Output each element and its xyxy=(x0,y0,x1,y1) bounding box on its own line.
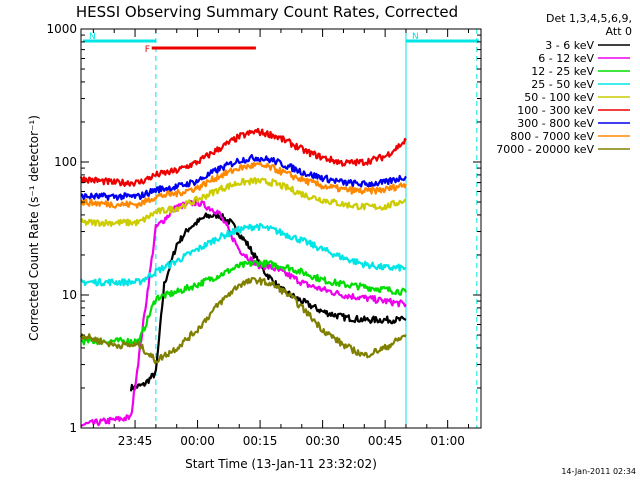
y-axis-label: Corrected Count Rate (s⁻¹ detector⁻¹) xyxy=(27,115,41,341)
flag-label: N xyxy=(89,32,96,42)
x-tick-label: 00:00 xyxy=(180,434,215,448)
x-tick-label: 00:45 xyxy=(368,434,403,448)
x-tick-label: 00:15 xyxy=(243,434,278,448)
chart-title: HESSI Observing Summary Count Rates, Cor… xyxy=(76,3,458,21)
legend-entry-label: 800 - 7000 keV xyxy=(510,130,594,143)
plot-frame xyxy=(80,28,482,429)
series-line xyxy=(129,211,407,392)
y-tick-label: 100 xyxy=(54,155,77,169)
y-tick-label: 10 xyxy=(62,288,77,302)
series-line xyxy=(80,154,407,201)
x-axis-label: Start Time (13-Jan-11 23:32:02) xyxy=(185,457,377,471)
y-tick-label: 1000 xyxy=(46,22,77,36)
x-tick-label: 00:30 xyxy=(305,434,340,448)
series-line xyxy=(79,277,407,364)
plot-area: F N N xyxy=(79,29,479,428)
legend-entry-label: 7000 - 20000 keV xyxy=(496,143,594,156)
series-line xyxy=(80,259,407,346)
legend-entry-label: 50 - 100 keV xyxy=(524,91,594,104)
flag-label: N xyxy=(412,32,419,42)
series-line xyxy=(80,222,407,287)
series-line xyxy=(80,161,408,209)
flag-label: F xyxy=(145,45,150,55)
legend-header: Att 0 xyxy=(606,25,632,38)
legend-entry-label: 25 - 50 keV xyxy=(531,78,594,91)
legend-entry-label: 300 - 800 keV xyxy=(517,117,594,130)
timestamp: 14-Jan-2011 02:34 xyxy=(561,467,636,476)
legend-entry-label: 3 - 6 keV xyxy=(545,39,594,52)
legend-entry-label: 12 - 25 keV xyxy=(531,65,594,78)
x-axis: 23:45 00:00 00:15 00:30 00:45 01:00 xyxy=(92,29,469,448)
legend-entry-label: 100 - 300 keV xyxy=(517,104,594,117)
x-tick-label: 01:00 xyxy=(430,434,465,448)
series-line xyxy=(80,197,407,428)
series-line xyxy=(79,127,407,187)
y-tick-label: 1 xyxy=(69,421,77,435)
legend-header: Det 1,3,4,5,6,9, xyxy=(546,12,632,25)
x-tick-label: 23:45 xyxy=(118,434,153,448)
series-line xyxy=(80,177,406,227)
legend-entry-label: 6 - 12 keV xyxy=(538,52,594,65)
y-axis: 1 10 100 1000 xyxy=(46,22,481,435)
